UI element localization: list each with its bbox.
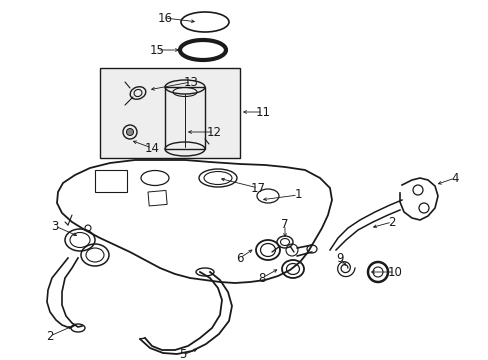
Bar (100, 68, 240, 158)
Text: 8: 8 (258, 271, 265, 284)
Text: 14: 14 (144, 141, 159, 154)
Text: 4: 4 (450, 171, 458, 184)
Bar (164, 87, 204, 149)
Text: 3: 3 (51, 220, 59, 233)
Text: 11: 11 (255, 105, 270, 118)
Text: 13: 13 (183, 76, 198, 89)
Text: 7: 7 (281, 219, 288, 231)
Text: 12: 12 (206, 126, 221, 139)
Ellipse shape (126, 129, 133, 135)
Text: 5: 5 (179, 348, 186, 360)
Bar (95, 170, 127, 192)
Text: 17: 17 (250, 181, 265, 194)
Text: 2: 2 (387, 216, 395, 229)
Text: 16: 16 (157, 12, 172, 24)
Text: 9: 9 (336, 252, 343, 265)
Text: 6: 6 (236, 252, 243, 265)
Text: 2: 2 (46, 329, 54, 342)
Text: 15: 15 (149, 44, 164, 57)
Bar (148, 190, 167, 206)
Text: 1: 1 (294, 189, 301, 202)
Text: 10: 10 (387, 266, 402, 279)
